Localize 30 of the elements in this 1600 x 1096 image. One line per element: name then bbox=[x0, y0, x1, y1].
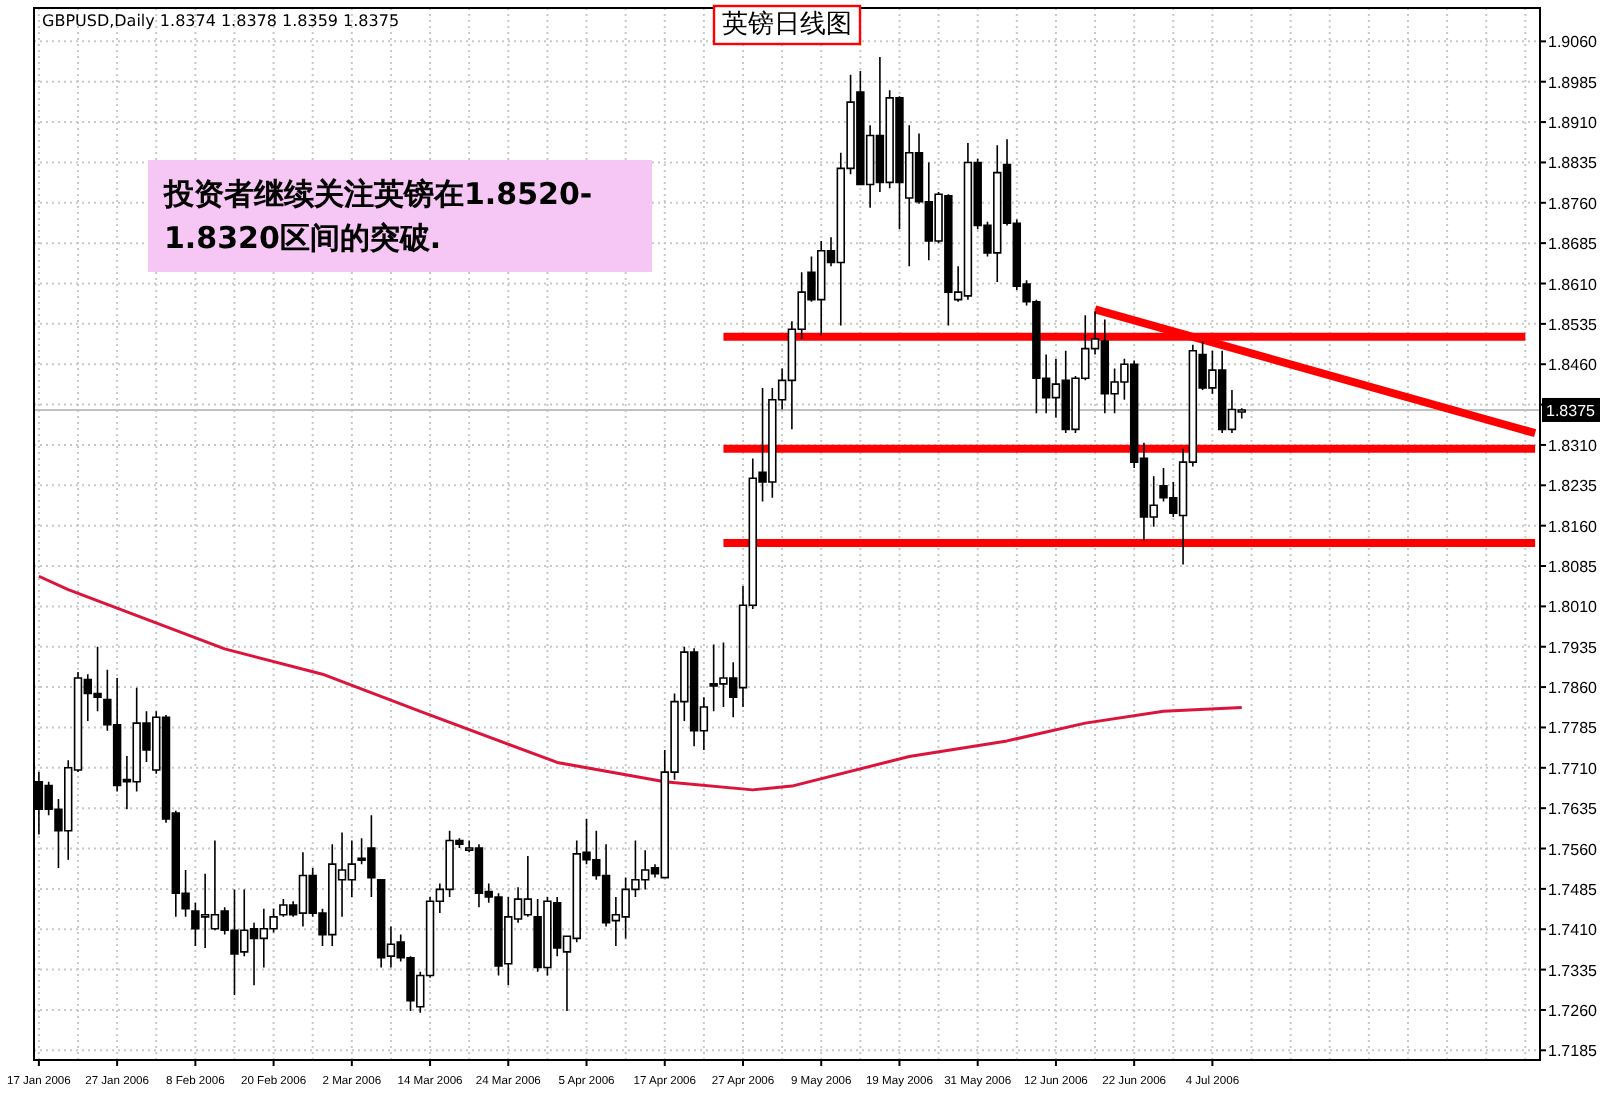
y-tick-label: 1.7560 bbox=[1548, 840, 1599, 859]
y-tick-label: 1.9060 bbox=[1548, 33, 1599, 52]
y-tick-label: 1.8685 bbox=[1548, 235, 1599, 254]
y-tick-label: 1.8310 bbox=[1548, 436, 1599, 455]
y-tick-label: 1.7635 bbox=[1548, 800, 1599, 819]
y-tick-label: 1.8985 bbox=[1548, 73, 1599, 92]
y-tick-label: 1.7260 bbox=[1548, 1001, 1599, 1020]
line-series bbox=[37, 574, 1244, 792]
chart-title: 英镑日线图 bbox=[722, 10, 852, 40]
y-tick-label: 1.8535 bbox=[1548, 315, 1599, 334]
y-tick-label: 1.7935 bbox=[1548, 638, 1599, 657]
y-tick-label: 1.8610 bbox=[1548, 275, 1599, 294]
y-tick-label: 1.8085 bbox=[1548, 558, 1599, 577]
ref-line-label: 1.8375 bbox=[1546, 401, 1597, 420]
y-tick-label: 1.7185 bbox=[1548, 1042, 1599, 1061]
y-tick-label: 1.7335 bbox=[1548, 961, 1599, 980]
y-tick-label: 1.8235 bbox=[1548, 477, 1599, 496]
y-tick-label: 1.7485 bbox=[1548, 880, 1599, 899]
y-tick-label: 1.8760 bbox=[1548, 194, 1599, 213]
y-tick-label: 1.7410 bbox=[1548, 921, 1599, 940]
y-tick-label: 1.7860 bbox=[1548, 679, 1599, 698]
y-tick-label: 1.7785 bbox=[1548, 719, 1599, 738]
y-tick-label: 1.8460 bbox=[1548, 356, 1599, 375]
y-tick-label: 1.8010 bbox=[1548, 598, 1599, 617]
y-tick-label: 1.7710 bbox=[1548, 759, 1599, 778]
annotation: 投资者继续关注英镑在1.8520-1.8320区间的突破. bbox=[148, 160, 652, 272]
annotation: GBPUSD,Daily 1.8374 1.8378 1.8359 1.8375 bbox=[42, 12, 400, 30]
y-tick-label: 1.8160 bbox=[1548, 517, 1599, 536]
y-tick-label: 1.8835 bbox=[1548, 154, 1599, 173]
y-tick-label: 1.8910 bbox=[1548, 114, 1599, 133]
